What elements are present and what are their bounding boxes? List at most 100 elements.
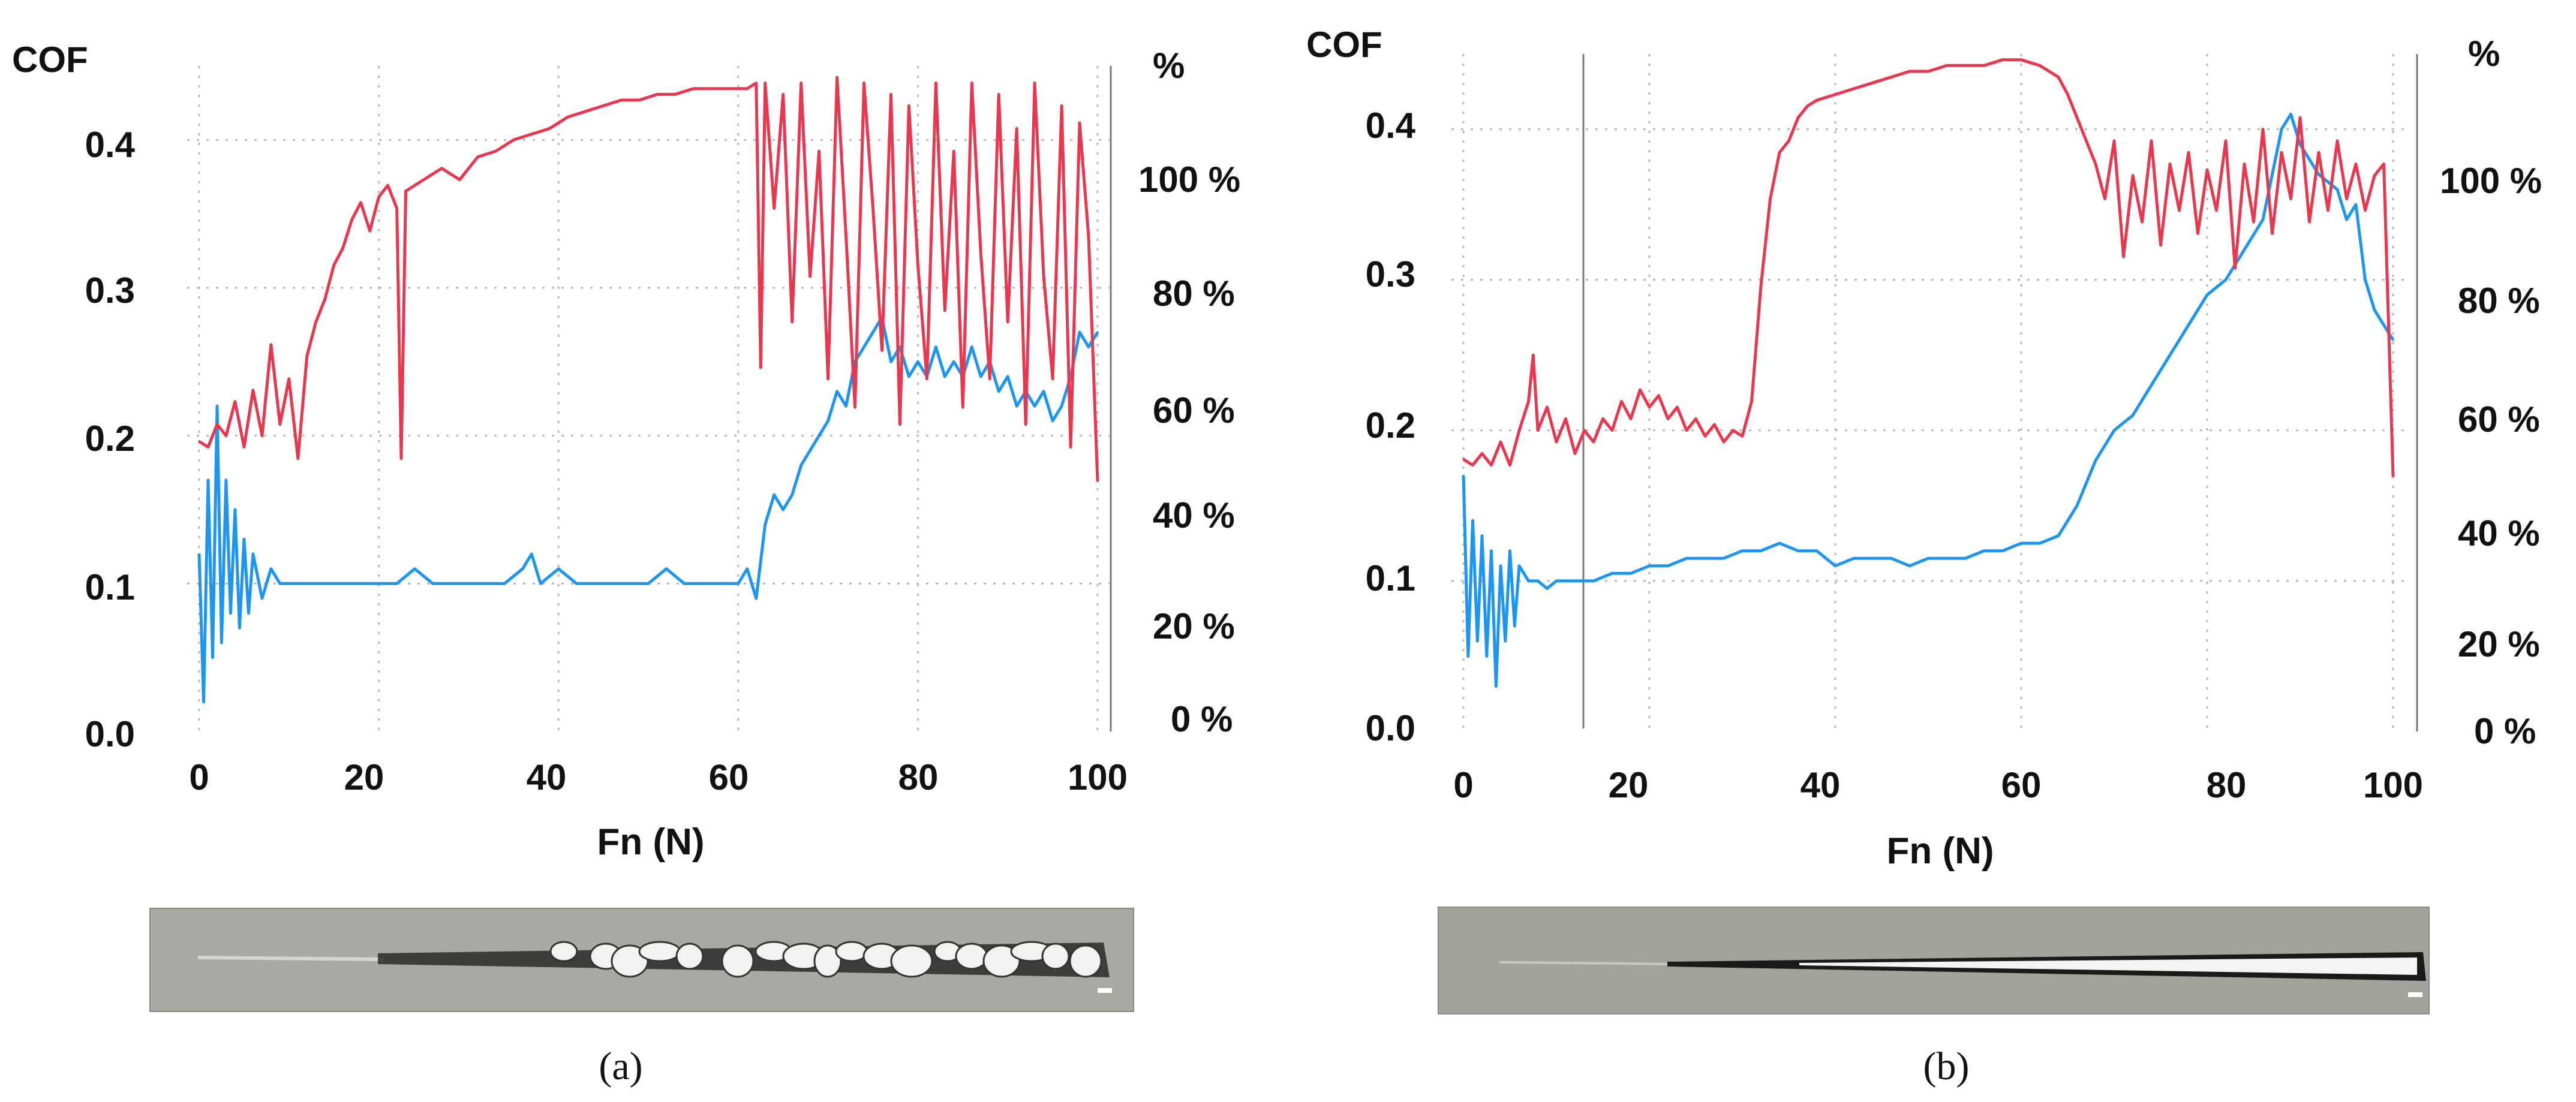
data-point-s1-62 xyxy=(907,104,910,107)
x-axis-label-a: Fn (N) xyxy=(597,821,704,863)
x-tick-b-0: 0 xyxy=(1453,765,1473,805)
plot-area-a xyxy=(197,76,1099,704)
data-point-s0-45 xyxy=(764,523,767,526)
data-point-s1-80 xyxy=(1069,446,1072,448)
data-point-s1-51 xyxy=(809,275,811,278)
x-tick-a-1: 20 xyxy=(344,757,384,797)
data-point-s1-71 xyxy=(2234,267,2236,269)
y-left-tick-a-0: 0.0 xyxy=(85,714,135,754)
data-point-s1-70 xyxy=(2225,140,2227,142)
data-point-s1-45 xyxy=(759,366,762,369)
data-point-s1-21 xyxy=(1648,406,1651,408)
data-point-s1-2 xyxy=(216,423,218,426)
data-point-s1-80 xyxy=(2318,151,2320,153)
data-point-s0-29 xyxy=(521,568,524,570)
data-point-s1-83 xyxy=(1096,480,1099,483)
data-point-s0-21 xyxy=(1648,565,1651,567)
data-point-s1-17 xyxy=(351,218,353,221)
data-point-s1-63 xyxy=(2160,244,2162,246)
data-point-s1-8 xyxy=(270,344,272,346)
data-point-s0-20 xyxy=(1630,572,1632,574)
data-point-s0-28 xyxy=(503,582,506,585)
data-point-s1-4 xyxy=(1499,441,1502,443)
y-right-tick-b-2: 40 % xyxy=(2458,513,2540,553)
data-point-s1-26 xyxy=(1695,418,1697,420)
y-left-tick-b-4: 0.4 xyxy=(1366,106,1416,146)
data-point-s0-16 xyxy=(1555,580,1558,582)
data-point-s1-27 xyxy=(1704,435,1706,437)
data-point-s1-37 xyxy=(638,99,641,101)
data-point-s1-0 xyxy=(1462,458,1465,460)
data-point-s0-27 xyxy=(1760,550,1762,552)
data-point-s0-12 xyxy=(252,553,254,555)
y-right-tick-b-4: 80 % xyxy=(2458,281,2540,321)
data-point-s0-77 xyxy=(1051,420,1054,422)
data-point-s1-61 xyxy=(898,423,901,426)
data-point-s1-15 xyxy=(333,264,335,266)
data-point-s1-74 xyxy=(1015,127,1018,130)
data-point-s1-43 xyxy=(1890,76,1892,79)
data-point-s0-38 xyxy=(665,568,668,570)
scratch-groove-b xyxy=(1799,958,2417,975)
data-point-s0-1 xyxy=(1467,655,1469,657)
data-point-s0-11 xyxy=(1513,625,1516,627)
data-point-s1-58 xyxy=(872,207,874,209)
chart-panel-a: COF % 0.0 0.1 0.2 0.3 0.4 0 % 20 % 40 % … xyxy=(12,40,1240,863)
data-point-s0-52 xyxy=(2225,279,2227,281)
data-point-s1-20 xyxy=(378,195,380,198)
data-point-s1-25 xyxy=(423,179,425,181)
data-point-s0-17 xyxy=(1574,580,1576,582)
data-point-s0-36 xyxy=(629,582,632,585)
data-point-s0-33 xyxy=(575,582,578,585)
data-point-s1-39 xyxy=(674,93,677,95)
data-point-s1-49 xyxy=(791,321,793,323)
data-point-s1-64 xyxy=(2169,163,2171,165)
chip-8 xyxy=(813,944,842,978)
data-point-s0-46 xyxy=(773,493,775,496)
y-left-tick-a-4: 0.4 xyxy=(85,125,136,165)
x-tick-b-3: 60 xyxy=(2001,765,2042,805)
x-tick-a-3: 60 xyxy=(709,757,749,797)
y-right-tick-b-0: 0 % xyxy=(2474,711,2536,751)
data-point-s1-59 xyxy=(2123,255,2124,258)
x-tick-a-2: 40 xyxy=(527,757,567,797)
data-point-s0-44 xyxy=(2076,504,2078,507)
data-point-s1-5 xyxy=(243,446,245,448)
data-point-s1-30 xyxy=(512,138,515,141)
data-point-s1-50 xyxy=(2020,59,2022,61)
data-point-s0-38 xyxy=(1964,557,1967,559)
data-point-s1-27 xyxy=(458,179,461,181)
data-point-s0-35 xyxy=(1908,565,1911,567)
scale-bar-a xyxy=(1098,988,1112,993)
data-point-s1-22 xyxy=(396,207,398,209)
data-point-s0-78 xyxy=(1060,405,1063,407)
data-point-s1-3 xyxy=(1490,464,1492,466)
plot-area-b xyxy=(1462,58,2395,688)
data-point-s1-28 xyxy=(476,156,479,158)
data-point-s1-69 xyxy=(2216,209,2217,212)
data-point-s0-61 xyxy=(907,375,910,378)
data-point-s1-26 xyxy=(441,167,443,170)
gridlines-a xyxy=(187,66,1110,731)
data-point-s0-13 xyxy=(1528,580,1529,582)
data-point-s1-85 xyxy=(2364,209,2366,212)
data-point-s0-46 xyxy=(2113,429,2115,432)
data-point-s1-47 xyxy=(773,207,775,209)
data-point-s0-21 xyxy=(378,582,380,585)
data-point-s0-26 xyxy=(1741,550,1744,552)
data-point-s1-8 xyxy=(1532,354,1534,356)
data-point-s0-13 xyxy=(261,597,263,600)
data-point-s1-24 xyxy=(1676,406,1678,408)
data-point-s0-32 xyxy=(1853,557,1855,559)
data-point-s0-30 xyxy=(1815,550,1818,552)
data-point-s1-31 xyxy=(1741,435,1744,437)
data-point-s1-44 xyxy=(1908,70,1911,73)
data-point-s0-20 xyxy=(360,582,362,585)
data-point-s0-10 xyxy=(243,538,245,540)
data-point-s1-6 xyxy=(1518,429,1520,432)
data-point-s0-66 xyxy=(2392,339,2394,341)
data-point-s1-33 xyxy=(566,116,569,118)
data-point-s0-40 xyxy=(2001,550,2004,552)
data-point-s1-28 xyxy=(1714,423,1715,426)
data-point-s1-6 xyxy=(252,389,254,392)
